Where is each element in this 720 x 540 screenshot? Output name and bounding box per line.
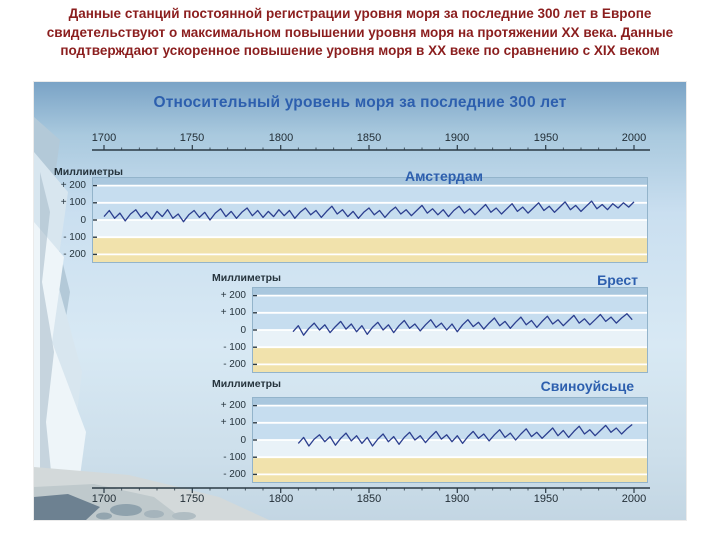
rect-shape <box>252 330 648 348</box>
year-label: 1950 <box>533 132 559 144</box>
y-axis-ticks-amsterdam: + 200 + 100 0 - 100 - 200 <box>36 180 86 261</box>
y-axis-ticks-swinoujscie: + 200 + 100 0 - 100 - 200 <box>196 400 246 481</box>
year-label: 1900 <box>444 132 470 144</box>
mm-axis-label-amsterdam: Миллиметры <box>54 166 123 178</box>
year-label: 1800 <box>268 132 294 144</box>
year-label: 1850 <box>356 132 382 144</box>
sea-level-line-0 <box>103 200 635 223</box>
rect-shape <box>252 397 648 483</box>
station-label-swinoujscie: Свиноуйсьце <box>540 378 634 394</box>
chart-band-brest <box>252 287 648 373</box>
year-label: 1950 <box>533 493 559 505</box>
rect-shape <box>252 457 648 483</box>
pebble <box>96 512 112 520</box>
mm-tick: - 200 <box>223 359 246 370</box>
rect-shape <box>252 440 648 458</box>
year-label: 1700 <box>91 132 117 144</box>
pebble <box>144 510 164 518</box>
mm-tick: + 100 <box>220 307 246 319</box>
year-label: 2000 <box>621 132 647 144</box>
mm-tick: + 100 <box>220 417 246 429</box>
y-axis-ticks-brest: + 200 + 100 0 - 100 - 200 <box>196 290 246 371</box>
mm-tick: 0 <box>80 214 86 226</box>
rect-shape <box>252 287 648 296</box>
rect-shape <box>252 287 648 373</box>
cliff-shadow <box>40 172 56 520</box>
sea-level-line-1 <box>292 313 633 336</box>
mm-tick: + 200 <box>220 400 246 411</box>
slide-headline: Данные станций постоянной регистрации ур… <box>46 6 674 59</box>
sea-level-line-2 <box>297 423 633 447</box>
year-label: 1900 <box>444 493 470 505</box>
mm-tick: - 100 <box>223 451 246 463</box>
mm-tick: + 100 <box>60 197 86 209</box>
rect-shape <box>252 347 648 373</box>
mm-tick: + 200 <box>60 180 86 191</box>
chart-band-swinoujscie <box>252 397 648 483</box>
figure-title: Относительный уровень моря за последние … <box>153 94 567 111</box>
sea-level-figure: Относительный уровень моря за последние … <box>34 82 686 520</box>
pebble <box>110 504 142 516</box>
rect-shape <box>92 220 648 238</box>
mm-tick: + 200 <box>220 290 246 301</box>
mm-axis-label-brest: Миллиметры <box>212 272 281 284</box>
chart-band-amsterdam <box>92 177 648 263</box>
year-label: 1750 <box>179 493 205 505</box>
year-label: 2000 <box>621 493 647 505</box>
mm-tick: 0 <box>240 324 246 336</box>
year-label: 1800 <box>268 493 294 505</box>
station-label-amsterdam: Амстердам <box>405 168 483 184</box>
mm-tick: - 100 <box>223 341 246 353</box>
year-label: 1700 <box>91 493 117 505</box>
year-label: 1750 <box>179 132 205 144</box>
year-label: 1850 <box>356 493 382 505</box>
rect-shape <box>92 177 648 186</box>
bottom-axis-year-labels: 1700 1750 1800 1850 1900 1950 2000 <box>34 493 686 506</box>
rect-shape <box>252 397 648 406</box>
rect-shape <box>92 237 648 263</box>
coastal-cliff-illustration <box>34 117 269 520</box>
dark-rock <box>34 494 100 520</box>
mm-tick: 0 <box>240 434 246 446</box>
mm-tick: - 100 <box>63 231 86 243</box>
rect-shape <box>92 177 648 263</box>
time-axes <box>92 145 650 493</box>
top-axis-year-labels: 1700 1750 1800 1850 1900 1950 2000 <box>34 132 686 145</box>
mm-axis-label-swinoujscie: Миллиметры <box>212 378 281 390</box>
pebble <box>172 512 196 520</box>
mm-tick: - 200 <box>63 249 86 260</box>
mm-tick: - 200 <box>223 469 246 480</box>
station-label-brest: Брест <box>597 272 638 288</box>
